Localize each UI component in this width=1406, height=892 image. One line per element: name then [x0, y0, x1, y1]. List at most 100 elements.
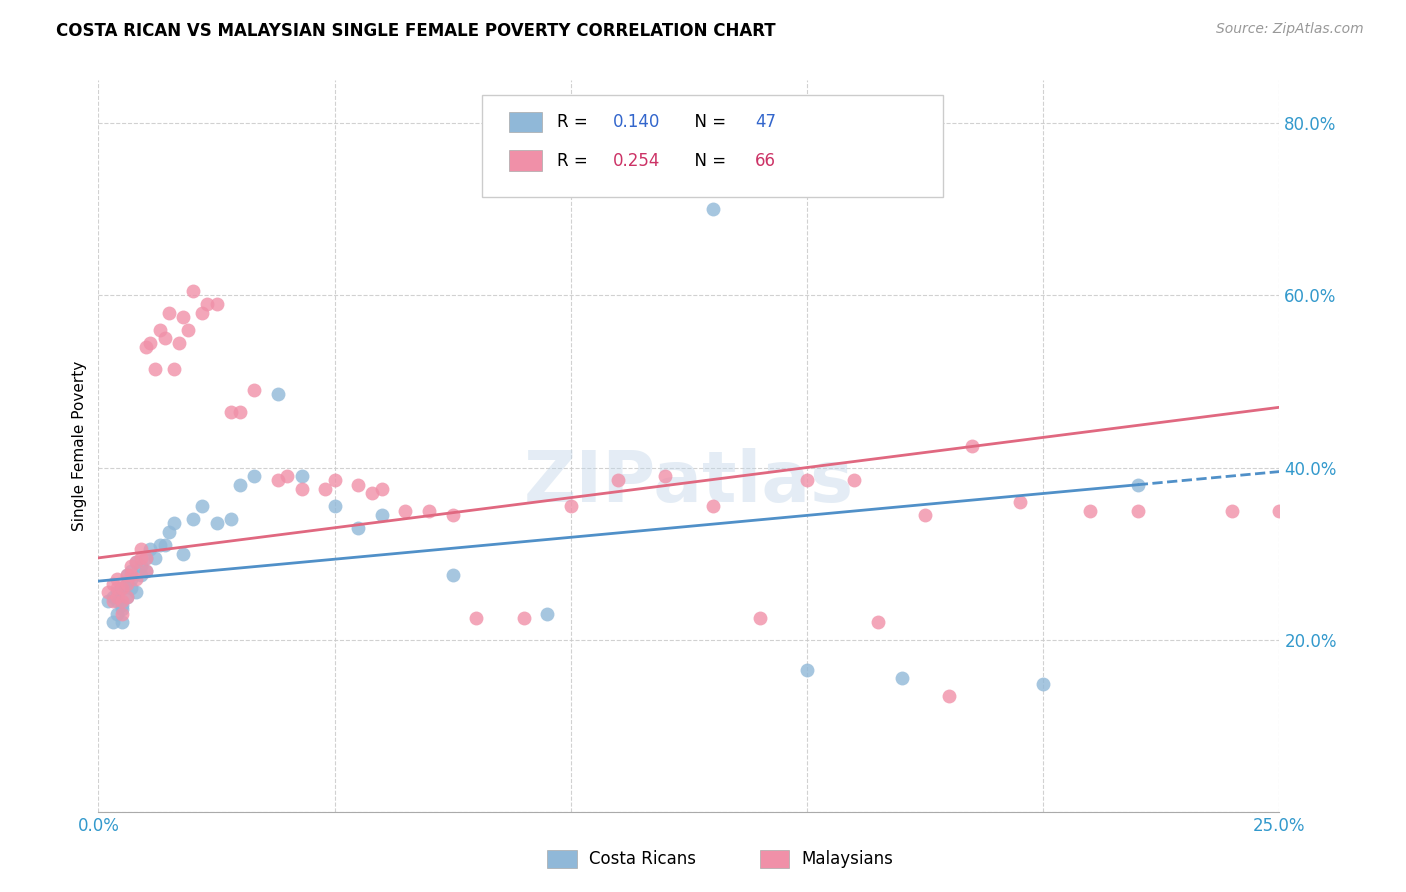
Point — [371, 482, 394, 496]
Point — [536, 607, 558, 621]
Point — [654, 469, 676, 483]
Point — [121, 573, 143, 587]
Point — [1126, 477, 1149, 491]
Point — [267, 474, 290, 488]
Point — [1008, 495, 1031, 509]
Bar — [547, 850, 576, 868]
Point — [181, 284, 204, 298]
Point — [205, 516, 228, 531]
Point — [125, 585, 148, 599]
Point — [125, 573, 148, 587]
Point — [115, 590, 138, 604]
Point — [111, 598, 134, 612]
Point — [101, 615, 124, 630]
Point — [347, 477, 370, 491]
Point — [172, 547, 194, 561]
Point — [129, 559, 152, 574]
Point — [394, 503, 416, 517]
Point — [121, 568, 143, 582]
Point — [163, 516, 186, 531]
Point — [149, 323, 172, 337]
Point — [267, 387, 290, 401]
Text: N =: N = — [685, 152, 731, 169]
Point — [702, 500, 724, 514]
Point — [1268, 503, 1291, 517]
Point — [962, 439, 984, 453]
Point — [105, 585, 128, 599]
Text: 47: 47 — [755, 113, 776, 131]
Point — [441, 568, 464, 582]
Text: Costa Ricans: Costa Ricans — [589, 850, 696, 868]
Point — [101, 590, 124, 604]
Point — [97, 594, 120, 608]
Point — [607, 474, 630, 488]
Point — [115, 590, 138, 604]
Point — [135, 550, 157, 565]
Point — [243, 383, 266, 397]
Point — [167, 335, 190, 350]
Point — [191, 500, 214, 514]
Bar — [509, 151, 543, 171]
Point — [844, 474, 866, 488]
Point — [139, 335, 162, 350]
Text: 0.254: 0.254 — [613, 152, 661, 169]
Text: Source: ZipAtlas.com: Source: ZipAtlas.com — [1216, 22, 1364, 37]
Point — [323, 474, 346, 488]
Point — [139, 542, 162, 557]
Point — [129, 568, 152, 582]
Point — [105, 581, 128, 595]
Point — [135, 564, 157, 578]
Point — [465, 611, 488, 625]
Point — [115, 576, 138, 591]
Point — [129, 542, 152, 557]
Point — [290, 482, 312, 496]
Point — [276, 469, 298, 483]
Point — [371, 508, 394, 522]
Point — [702, 202, 724, 217]
FancyBboxPatch shape — [482, 95, 943, 197]
Text: R =: R = — [557, 113, 593, 131]
Point — [105, 573, 128, 587]
Point — [512, 611, 534, 625]
Point — [135, 550, 157, 565]
Text: 0.140: 0.140 — [613, 113, 661, 131]
Point — [121, 581, 143, 595]
Point — [121, 564, 143, 578]
Point — [1220, 503, 1243, 517]
Point — [129, 550, 152, 565]
Point — [418, 503, 440, 517]
Point — [105, 607, 128, 621]
Point — [115, 576, 138, 591]
Point — [111, 602, 134, 616]
Point — [157, 524, 180, 539]
Point — [143, 550, 166, 565]
Point — [205, 297, 228, 311]
Point — [111, 594, 134, 608]
Point — [914, 508, 936, 522]
Point — [229, 477, 252, 491]
Point — [111, 581, 134, 595]
Point — [441, 508, 464, 522]
Point — [149, 538, 172, 552]
Point — [143, 361, 166, 376]
Point — [111, 607, 134, 621]
Point — [125, 555, 148, 569]
Point — [361, 486, 384, 500]
Point — [115, 568, 138, 582]
Point — [115, 568, 138, 582]
Point — [890, 671, 912, 685]
Point — [219, 404, 242, 418]
Point — [101, 576, 124, 591]
Point — [97, 585, 120, 599]
Point — [1080, 503, 1102, 517]
Point — [105, 590, 128, 604]
Bar — [509, 112, 543, 132]
Point — [195, 297, 218, 311]
Point — [290, 469, 312, 483]
Point — [323, 500, 346, 514]
Point — [938, 689, 960, 703]
Point — [111, 581, 134, 595]
Point — [347, 521, 370, 535]
Point — [111, 615, 134, 630]
Text: ZIPatlas: ZIPatlas — [524, 448, 853, 517]
